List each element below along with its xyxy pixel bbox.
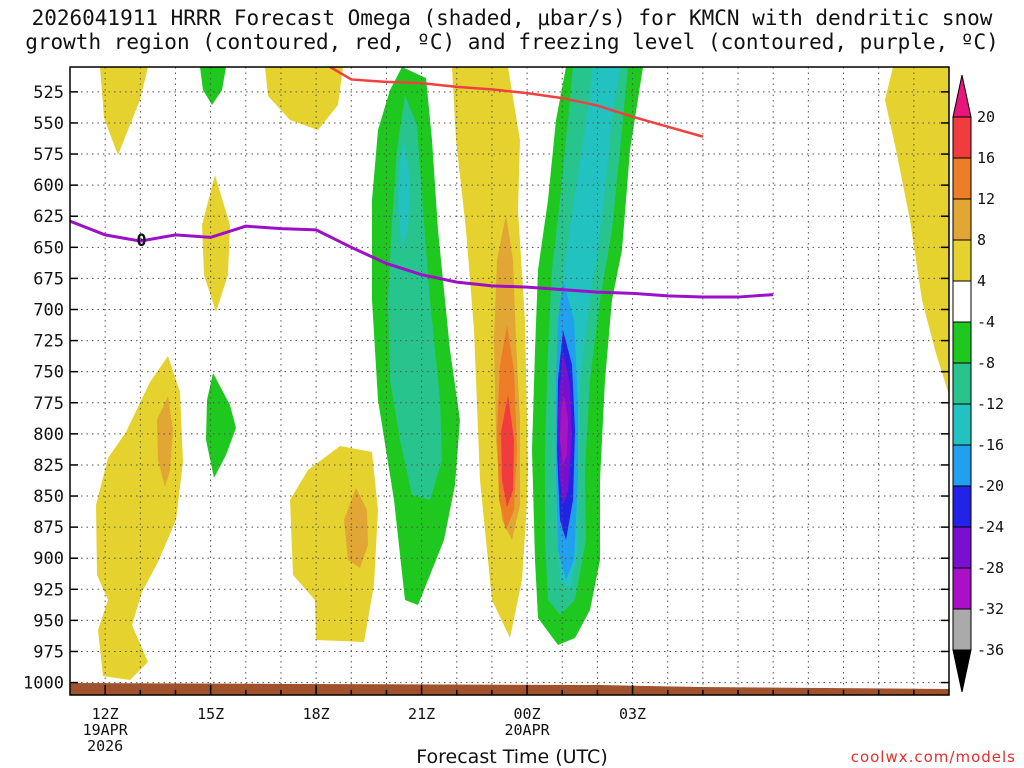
- y-tick-label: 600: [33, 176, 64, 196]
- freezing-level-contour-label: 0: [136, 231, 146, 251]
- omega-region-8-left: [157, 396, 173, 487]
- omega-region-16-20z: [501, 395, 514, 507]
- colorbar-swatch: [952, 280, 972, 323]
- colorbar-label: -4: [977, 313, 995, 331]
- y-tick-label: 700: [33, 300, 64, 320]
- x-tick-label: 18Z: [303, 705, 330, 723]
- colorbar-label: -24: [977, 518, 1004, 536]
- y-tick-label: 525: [33, 83, 64, 103]
- x-tick-sublabel: 20APR: [505, 721, 551, 739]
- y-tick-label: 950: [33, 611, 64, 631]
- colorbar-label: -20: [977, 477, 1004, 495]
- y-tick-label: 825: [33, 456, 64, 476]
- x-tick-label: 15Z: [197, 705, 224, 723]
- y-tick-label: 650: [33, 238, 64, 258]
- colorbar-label: -16: [977, 436, 1004, 454]
- x-tick-sublabel: 2026: [87, 737, 123, 755]
- colorbar-swatch: [952, 567, 972, 610]
- dendritic-snow-growth-line: [329, 67, 704, 138]
- colorbar-swatch: [952, 444, 972, 487]
- plot-frame: [69, 66, 950, 696]
- colorbar-label: -36: [977, 641, 1004, 659]
- omega-shading: [96, 67, 949, 680]
- y-tick-label: 725: [33, 332, 64, 352]
- omega-region-cyan-18z: [398, 140, 410, 250]
- colorbar-label: 16: [977, 149, 995, 167]
- omega-region-yellow-top-center: [265, 67, 343, 130]
- x-tick-label: 00Z: [514, 705, 541, 723]
- colorbar-swatch: [952, 485, 972, 528]
- grid-lines: [70, 67, 949, 695]
- omega-region-yellow-right: [885, 67, 949, 395]
- omega-region-green-mid-14z: [206, 373, 236, 478]
- chart-title: 2026041911 HRRR Forecast Omega (shaded, …: [0, 6, 1024, 54]
- omega-region-yellow-small-14z: [202, 175, 230, 312]
- omega-region-green-top-14z: [200, 67, 226, 105]
- colorbar-label: 8: [977, 231, 986, 249]
- colorbar-swatch: [952, 608, 972, 651]
- colorbar-label: 4: [977, 272, 986, 290]
- colorbar: 20 16 12 8 4 -4 -8 -12 -16 -20 -24 -28 -32 -36: [952, 74, 1004, 693]
- y-tick-label: 575: [33, 145, 64, 165]
- x-tick-label: 21Z: [408, 705, 435, 723]
- chart-title-line-1: 2026041911 HRRR Forecast Omega (shaded, …: [31, 6, 993, 30]
- y-tick-label: 625: [33, 207, 64, 227]
- y-tick-label: 550: [33, 114, 64, 134]
- colorbar-swatch: [952, 526, 972, 569]
- y-tick-label: 975: [33, 642, 64, 662]
- y-tick-label: 900: [33, 549, 64, 569]
- colorbar-swatch: [952, 321, 972, 364]
- colorbar-bottom-arrow: [952, 649, 972, 693]
- x-tick-sublabel: 19APR: [83, 721, 129, 739]
- credit-text: coolwx.com/models: [850, 748, 1016, 766]
- colorbar-swatch: [952, 198, 972, 241]
- colorbar-label: -28: [977, 559, 1004, 577]
- omega-region-yellow-top-left: [100, 67, 148, 155]
- y-tick-label: 850: [33, 487, 64, 507]
- freezing-level-line: [70, 219, 774, 299]
- y-tick-label: 800: [33, 425, 64, 445]
- x-axis-title: Forecast Time (UTC): [416, 746, 608, 768]
- y-tick-label: 925: [33, 580, 64, 600]
- colorbar-label: -32: [977, 600, 1004, 618]
- y-tick-label: 750: [33, 363, 64, 383]
- y-tick-label: 875: [33, 518, 64, 538]
- x-tick-label: 12Z: [92, 705, 119, 723]
- colorbar-swatch: [952, 116, 972, 159]
- colorbar-top-arrow: [952, 74, 972, 118]
- omega-region-8-mid: [344, 488, 368, 568]
- colorbar-label: 20: [977, 108, 995, 126]
- chart-title-line-2: growth region (contoured, red, ºC) and f…: [25, 30, 999, 54]
- colorbar-swatch: [952, 157, 972, 200]
- colorbar-label: -8: [977, 354, 995, 372]
- colorbar-swatch: [952, 362, 972, 405]
- colorbar-label: 12: [977, 190, 995, 208]
- colorbar-swatch: [952, 239, 972, 282]
- x-tick-label: 03Z: [619, 705, 646, 723]
- omega-region-yellow-left-low: [96, 356, 183, 680]
- y-tick-label: 1000: [23, 674, 64, 694]
- colorbar-swatch: [952, 403, 972, 446]
- y-tick-label: 675: [33, 269, 64, 289]
- colorbar-label: -12: [977, 395, 1004, 413]
- y-tick-label: 775: [33, 394, 64, 414]
- terrain-strip: [70, 683, 949, 695]
- y-axis: 525 550 575 600 625 650 675 700 725 750 775 800 825 8…: [23, 83, 949, 694]
